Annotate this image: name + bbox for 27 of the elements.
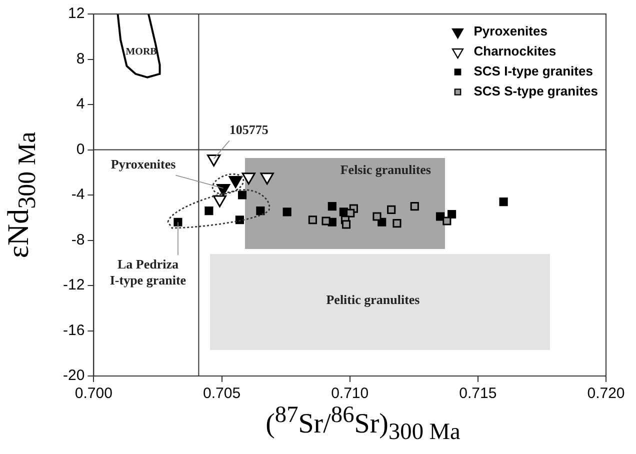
x-tick-label: 0.720 xyxy=(587,385,625,402)
y-tick-label: -4 xyxy=(71,186,85,204)
annotation: La Pedriza I-type granite xyxy=(110,256,186,288)
annotation: 105775 xyxy=(229,122,269,138)
y-tick-label: 12 xyxy=(68,5,85,22)
y-tick-label: -8 xyxy=(71,231,85,248)
x-axis-title: ($^{87}$Sr/$^{86}$Sr)$_{300 Ma}$ xyxy=(264,402,462,446)
y-tick-label: -20 xyxy=(62,367,85,384)
y-tick-label: -16 xyxy=(62,322,85,339)
x-tick-label: 0.715 xyxy=(459,385,497,402)
shaded-field: Pelitic granulites xyxy=(210,254,550,350)
y-tick-label: 8 xyxy=(76,50,85,68)
legend-label: Charnockites xyxy=(474,44,556,59)
x-tick-label: 0.710 xyxy=(331,385,369,402)
y-tick-label: 0 xyxy=(76,140,85,158)
y-tick-label: -12 xyxy=(62,276,85,294)
legend-label: SCS I-type granites xyxy=(474,64,593,79)
legend-label: Pyroxenites xyxy=(474,24,548,39)
annotation: Pelitic granulites xyxy=(325,292,421,308)
y-tick-label: 4 xyxy=(76,96,85,113)
annotation: Felsic granulites xyxy=(339,162,432,178)
x-tick-label: 0.700 xyxy=(74,385,112,402)
series-label: MORB xyxy=(126,46,158,58)
shaded-field: Felsic granulites xyxy=(245,158,445,249)
legend-label: SCS S-type granites xyxy=(474,84,598,99)
annotation: Pyroxenites xyxy=(110,156,176,172)
x-tick-label: 0.705 xyxy=(202,385,241,402)
